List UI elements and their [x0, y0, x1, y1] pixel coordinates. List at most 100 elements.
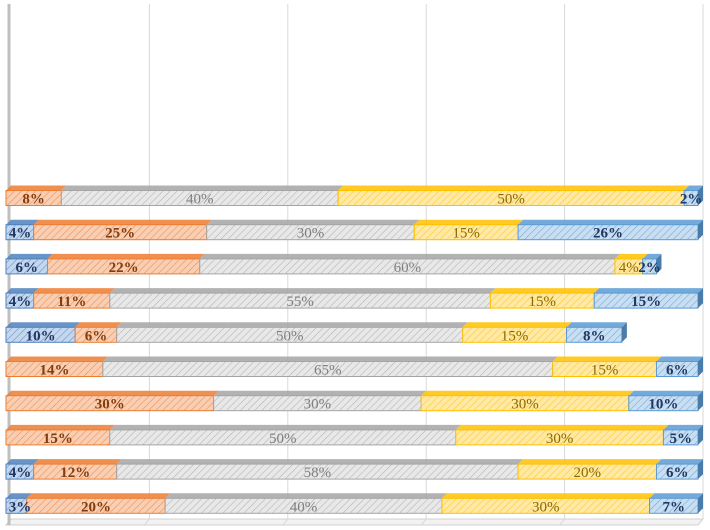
bar-top-6-5 — [656, 356, 703, 362]
data-label-5-4: 15% — [501, 328, 529, 344]
bar-top-5-2 — [75, 322, 122, 328]
bar-side-4 — [698, 288, 703, 309]
data-label-6-3: 65% — [314, 363, 342, 379]
data-label-4-2: 11% — [57, 294, 86, 310]
bar-top-9-1 — [6, 459, 39, 465]
data-label-2-2: 25% — [105, 226, 135, 242]
bar-top-1-3 — [61, 185, 344, 191]
bar-top-8-3 — [109, 424, 461, 430]
gridline-floor — [559, 518, 565, 526]
data-label-2-3: 30% — [297, 226, 325, 242]
data-label-3-5: 2% — [638, 260, 661, 276]
data-label-9-3: 58% — [304, 465, 332, 481]
data-label-6-2: 14% — [39, 363, 69, 379]
bar-top-8-5 — [663, 424, 703, 430]
data-label-1-4: 50% — [497, 192, 525, 208]
data-label-8-4: 30% — [546, 431, 574, 447]
gridline-floor — [420, 518, 427, 526]
bar-top-5-4 — [462, 322, 572, 328]
data-label-8-5: 5% — [669, 431, 692, 447]
bar-top-9-5 — [656, 459, 703, 465]
data-label-10-4: 30% — [532, 499, 560, 515]
bar-side-6 — [698, 356, 703, 377]
data-label-6-4: 15% — [591, 363, 619, 379]
bar-top-10-5 — [649, 493, 703, 499]
bar-top-3-4 — [614, 253, 648, 259]
bar-top-2-1 — [6, 219, 39, 225]
bar-side-7 — [698, 390, 703, 411]
bar-top-10-3 — [165, 493, 447, 499]
bar-top-1-4 — [338, 185, 690, 191]
data-label-8-3: 50% — [269, 431, 297, 447]
data-label-1-5: 2% — [680, 192, 703, 208]
data-label-7-3: 30% — [304, 397, 332, 413]
data-label-10-3: 40% — [290, 499, 318, 515]
data-label-6-5: 6% — [666, 363, 689, 379]
bar-top-7-4 — [421, 390, 634, 396]
data-label-2-4: 15% — [452, 226, 480, 242]
bar-top-3-2 — [47, 253, 205, 259]
bar-top-9-2 — [33, 459, 122, 465]
data-label-3-3: 60% — [394, 260, 422, 276]
data-label-5-1: 10% — [26, 328, 56, 344]
data-label-7-5: 10% — [648, 397, 678, 413]
data-label-7-2: 30% — [95, 397, 125, 413]
data-labels: 8% 40% 50% 2%4% 25% 30% 15% 26%6% 22% 60% 4% 2%4% 11… — [9, 192, 703, 516]
bar-side-9 — [698, 459, 703, 480]
bar-top-4-5 — [594, 288, 703, 294]
data-label-4-4: 15% — [529, 294, 557, 310]
data-label-7-4: 30% — [511, 397, 539, 413]
data-label-9-1: 4% — [9, 465, 32, 481]
data-label-4-5: 15% — [631, 294, 661, 310]
bar-top-10-1 — [6, 493, 32, 499]
bar-top-2-2 — [33, 219, 212, 225]
bar-side-5 — [621, 322, 627, 343]
gridline-floor — [282, 518, 289, 526]
bar-top-8-2 — [6, 424, 115, 430]
bar-top-4-2 — [33, 288, 115, 294]
bar-top-7-3 — [213, 390, 427, 396]
data-label-10-5: 7% — [663, 499, 686, 515]
data-label-9-4: 20% — [574, 465, 602, 481]
data-label-2-1: 4% — [9, 226, 32, 242]
bar-side-1 — [698, 185, 703, 206]
bar-top-2-4 — [414, 219, 524, 225]
gridline-floor — [144, 518, 150, 526]
bar-top-7-2 — [6, 390, 219, 396]
data-label-3-2: 22% — [109, 260, 139, 276]
bar-top-3-5 — [642, 253, 662, 259]
data-label-1-3: 40% — [186, 192, 214, 208]
bar-top-4-1 — [6, 288, 39, 294]
bar-side-3 — [656, 253, 662, 274]
data-label-4-3: 55% — [286, 294, 314, 310]
bar-top-4-4 — [490, 288, 600, 294]
bar-top-3-3 — [199, 253, 620, 259]
data-label-8-2: 15% — [43, 431, 73, 447]
data-label-1-2: 8% — [22, 192, 45, 208]
data-label-9-5: 6% — [666, 465, 689, 481]
data-label-10-1: 3% — [9, 499, 32, 515]
data-label-5-5: 8% — [583, 328, 606, 344]
bar-top-10-2 — [26, 493, 171, 499]
bar-side-2 — [698, 219, 703, 240]
floor-plane — [4, 518, 705, 526]
data-label-9-2: 12% — [60, 465, 90, 481]
bar-top-4-3 — [109, 288, 496, 294]
bar-top-9-3 — [116, 459, 524, 465]
data-label-3-4: 4% — [619, 260, 639, 276]
bar-top-6-3 — [102, 356, 558, 362]
bar-top-5-1 — [6, 322, 81, 328]
bar-top-8-4 — [455, 424, 669, 430]
data-label-5-3: 50% — [276, 328, 304, 344]
data-label-5-2: 6% — [85, 328, 108, 344]
bar-top-5-5 — [566, 322, 627, 328]
bar-top-1-5 — [684, 185, 703, 191]
bar-top-3-1 — [6, 253, 53, 259]
bar-top-2-3 — [206, 219, 420, 225]
bar-top-6-4 — [552, 356, 662, 362]
bar-top-10-4 — [441, 493, 655, 499]
bar-top-9-4 — [518, 459, 662, 465]
data-label-4-1: 4% — [9, 294, 32, 310]
bar-top-1-2 — [6, 185, 67, 191]
